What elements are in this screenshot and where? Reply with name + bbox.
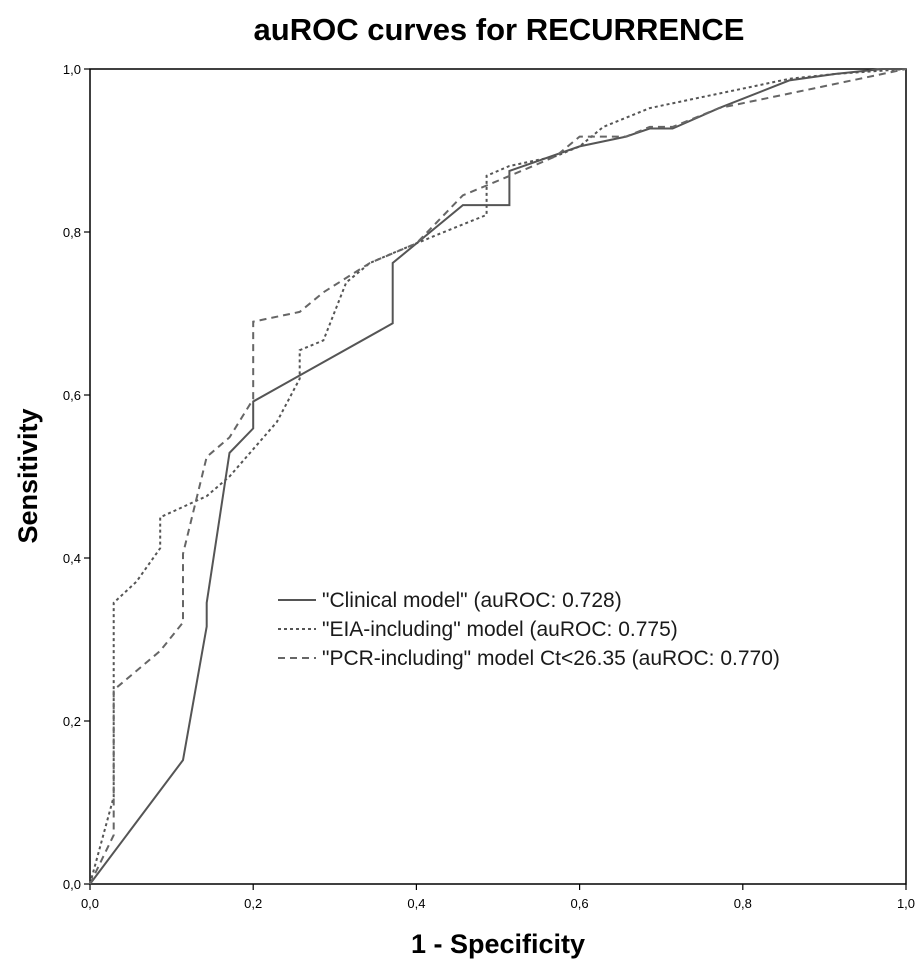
x-tick-label: 0,2 [244, 896, 262, 911]
x-tick-label: 0,6 [571, 896, 589, 911]
series-line-2 [89, 68, 907, 885]
y-tick-label: 0,8 [63, 225, 81, 240]
x-tick-label: 0,0 [81, 896, 99, 911]
series-group [89, 68, 907, 885]
legend-label-2: "EIA-including" model (auROC: 0.775) [322, 618, 678, 641]
x-axis-title: 1 - Specificity [411, 929, 585, 959]
y-tick-label: 0,2 [63, 714, 81, 729]
y-tick-label: 0,6 [63, 388, 81, 403]
legend-label-1: "Clinical model" (auROC: 0.728) [322, 589, 622, 612]
series-line-1 [89, 68, 906, 885]
y-tick-label: 0,0 [63, 877, 81, 892]
x-tick-label: 0,8 [734, 896, 752, 911]
chart-title: auROC curves for RECURRENCE [254, 12, 745, 47]
x-tick-label: 0,4 [407, 896, 425, 911]
y-tick-label: 0,4 [63, 551, 81, 566]
y-axis-title: Sensitivity [13, 408, 43, 543]
legend-label-3: "PCR-including" model Ct<26.35 (auROC: 0… [322, 647, 780, 670]
series-line-3 [89, 68, 907, 885]
x-axis: 0,0 0,2 0,4 0,6 0,8 1,0 [81, 884, 915, 911]
legend: "Clinical model" (auROC: 0.728) "EIA-incl… [278, 589, 780, 670]
x-tick-label: 1,0 [897, 896, 915, 911]
plot-area-frame [89, 68, 907, 885]
y-axis: 0,0 0,2 0,4 0,6 0,8 1,0 [63, 62, 90, 892]
y-tick-label: 1,0 [63, 62, 81, 77]
